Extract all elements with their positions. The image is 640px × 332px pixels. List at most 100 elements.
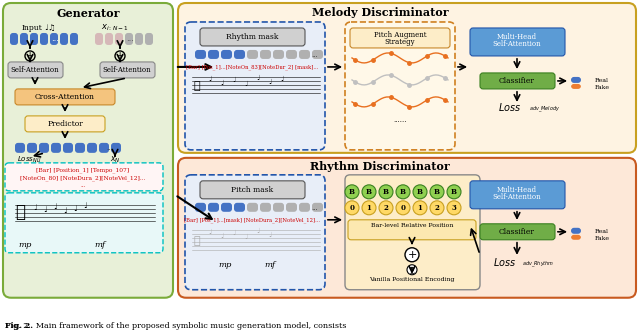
FancyBboxPatch shape bbox=[348, 220, 476, 240]
Text: ...: ... bbox=[126, 35, 134, 43]
FancyBboxPatch shape bbox=[208, 203, 219, 212]
Circle shape bbox=[407, 265, 417, 275]
FancyBboxPatch shape bbox=[345, 175, 480, 290]
FancyBboxPatch shape bbox=[115, 33, 123, 45]
Text: ...: ... bbox=[312, 204, 318, 212]
Text: Fake: Fake bbox=[595, 85, 610, 90]
Text: B: B bbox=[451, 188, 457, 196]
FancyBboxPatch shape bbox=[100, 62, 155, 78]
Text: Pitch Augment: Pitch Augment bbox=[374, 31, 426, 39]
FancyBboxPatch shape bbox=[247, 50, 258, 59]
FancyBboxPatch shape bbox=[312, 50, 323, 59]
Text: ♩: ♩ bbox=[220, 232, 223, 240]
Text: $\mathit{Loss}$: $\mathit{Loss}$ bbox=[493, 256, 516, 268]
Text: $\mathit{Loss}$: $\mathit{Loss}$ bbox=[499, 101, 522, 113]
Circle shape bbox=[447, 185, 461, 199]
FancyBboxPatch shape bbox=[40, 33, 48, 45]
FancyBboxPatch shape bbox=[350, 28, 450, 48]
FancyBboxPatch shape bbox=[299, 50, 310, 59]
FancyBboxPatch shape bbox=[470, 181, 565, 209]
Text: Classifier: Classifier bbox=[499, 228, 535, 236]
FancyBboxPatch shape bbox=[75, 143, 85, 153]
Text: ♩: ♩ bbox=[244, 233, 248, 241]
FancyBboxPatch shape bbox=[571, 84, 581, 89]
FancyBboxPatch shape bbox=[247, 203, 258, 212]
FancyBboxPatch shape bbox=[286, 203, 297, 212]
Text: ♩: ♩ bbox=[268, 78, 271, 86]
Text: Real: Real bbox=[595, 78, 609, 83]
Text: Self-Attention: Self-Attention bbox=[11, 66, 60, 74]
Text: ♩: ♩ bbox=[209, 228, 212, 236]
Text: Multi-Head: Multi-Head bbox=[497, 33, 537, 41]
Text: [Bar] [Pos_1]...[mask] [NoteDura_2][NoteVel_12]...: [Bar] [Pos_1]...[mask] [NoteDura_2][Note… bbox=[184, 217, 320, 222]
Text: $Loss_{NLI}$: $Loss_{NLI}$ bbox=[17, 155, 43, 165]
Circle shape bbox=[396, 201, 410, 215]
FancyBboxPatch shape bbox=[111, 143, 121, 153]
Text: B: B bbox=[417, 188, 423, 196]
FancyBboxPatch shape bbox=[60, 33, 68, 45]
Text: ♩: ♩ bbox=[257, 227, 260, 235]
FancyBboxPatch shape bbox=[195, 203, 206, 212]
Circle shape bbox=[405, 248, 419, 262]
Text: 1: 1 bbox=[367, 204, 371, 212]
Text: ♩: ♩ bbox=[83, 202, 87, 210]
Text: 2: 2 bbox=[383, 204, 388, 212]
FancyBboxPatch shape bbox=[15, 89, 115, 105]
Circle shape bbox=[345, 185, 359, 199]
Text: Pitch mask: Pitch mask bbox=[231, 186, 273, 194]
Circle shape bbox=[362, 185, 376, 199]
FancyBboxPatch shape bbox=[221, 203, 232, 212]
Text: ♩♫: ♩♫ bbox=[44, 24, 56, 32]
Text: Multi-Head: Multi-Head bbox=[497, 186, 537, 194]
FancyBboxPatch shape bbox=[234, 203, 245, 212]
Text: Fake: Fake bbox=[595, 236, 610, 241]
Text: $x_{i:N-1}$: $x_{i:N-1}$ bbox=[101, 23, 129, 33]
Circle shape bbox=[379, 201, 393, 215]
FancyBboxPatch shape bbox=[345, 22, 455, 150]
FancyBboxPatch shape bbox=[178, 158, 636, 298]
FancyBboxPatch shape bbox=[5, 193, 163, 253]
Text: ♩: ♩ bbox=[268, 231, 271, 239]
FancyBboxPatch shape bbox=[125, 33, 133, 45]
Text: ♩: ♩ bbox=[280, 75, 284, 83]
Text: 1: 1 bbox=[417, 204, 422, 212]
Text: 0: 0 bbox=[349, 204, 355, 212]
FancyBboxPatch shape bbox=[70, 33, 78, 45]
Circle shape bbox=[413, 185, 427, 199]
Text: ♩: ♩ bbox=[209, 75, 212, 83]
FancyBboxPatch shape bbox=[27, 143, 37, 153]
Text: $_{adv\_Rhythm}$: $_{adv\_Rhythm}$ bbox=[522, 260, 554, 270]
Text: ...: ... bbox=[80, 183, 86, 188]
Text: Generator: Generator bbox=[56, 9, 120, 20]
Text: ∑: ∑ bbox=[410, 266, 415, 274]
Text: ♩: ♩ bbox=[63, 207, 67, 215]
FancyBboxPatch shape bbox=[260, 50, 271, 59]
Circle shape bbox=[396, 185, 410, 199]
FancyBboxPatch shape bbox=[8, 62, 63, 78]
Circle shape bbox=[430, 201, 444, 215]
Circle shape bbox=[379, 185, 393, 199]
FancyBboxPatch shape bbox=[571, 228, 581, 234]
Text: ♩: ♩ bbox=[33, 204, 37, 212]
Circle shape bbox=[413, 201, 427, 215]
Text: Self-Attention: Self-Attention bbox=[493, 40, 541, 48]
Text: ♩: ♩ bbox=[73, 205, 77, 213]
Text: Predictor: Predictor bbox=[47, 120, 83, 128]
FancyBboxPatch shape bbox=[10, 33, 18, 45]
Text: Fig. 2.: Fig. 2. bbox=[5, 322, 33, 330]
FancyBboxPatch shape bbox=[273, 203, 284, 212]
Text: [NoteOn_80] [NoteDura_2][NoteVel_12]...: [NoteOn_80] [NoteDura_2][NoteVel_12]... bbox=[20, 175, 146, 181]
FancyBboxPatch shape bbox=[260, 203, 271, 212]
Text: $_{adv\_Melody}$: $_{adv\_Melody}$ bbox=[529, 105, 561, 115]
Text: [Bar] [Position_1] [Tempo_107]: [Bar] [Position_1] [Tempo_107] bbox=[36, 167, 129, 173]
Text: Self-Attention: Self-Attention bbox=[102, 66, 151, 74]
FancyBboxPatch shape bbox=[312, 203, 323, 212]
FancyBboxPatch shape bbox=[25, 116, 105, 132]
Text: 3: 3 bbox=[452, 204, 456, 212]
Circle shape bbox=[430, 185, 444, 199]
FancyBboxPatch shape bbox=[185, 175, 325, 290]
FancyBboxPatch shape bbox=[195, 50, 206, 59]
Text: ♩: ♩ bbox=[43, 206, 47, 214]
Text: +: + bbox=[407, 250, 417, 260]
Text: ♩: ♩ bbox=[257, 74, 260, 82]
